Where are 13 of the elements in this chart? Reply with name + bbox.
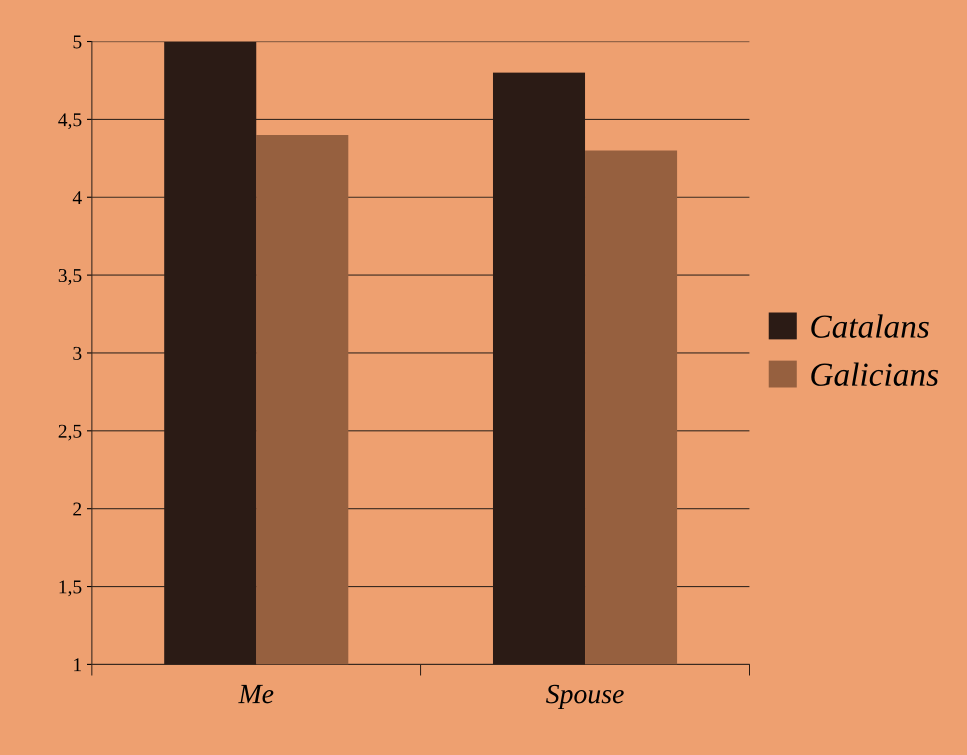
y-tick-label: 4,5 (58, 113, 82, 130)
y-tick-label: 5 (74, 36, 82, 48)
y-tick-label: 3,5 (58, 268, 82, 285)
y-tick-label: 2,5 (58, 424, 82, 441)
y-tick-label: 1,5 (60, 580, 82, 596)
legend-label: Catalans (811, 314, 929, 338)
y-tick-label: 2 (73, 502, 82, 516)
x-tick-label: Spouse (546, 684, 624, 710)
y-tick-label: 4 (72, 191, 82, 204)
y-tick-label: 1 (74, 658, 81, 672)
x-tick-label: Me (238, 684, 274, 704)
y-tick-label: 3 (73, 346, 82, 360)
legend-label: Galicians (811, 362, 938, 386)
